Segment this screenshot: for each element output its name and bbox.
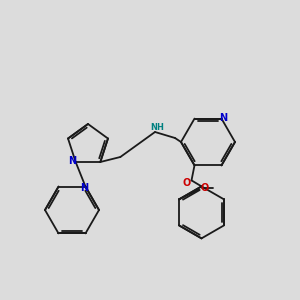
Text: O: O: [201, 183, 209, 194]
Text: N: N: [219, 112, 228, 123]
Text: N: N: [80, 183, 88, 193]
Text: NH: NH: [150, 122, 164, 131]
Text: O: O: [182, 178, 190, 188]
Text: N: N: [69, 156, 77, 166]
